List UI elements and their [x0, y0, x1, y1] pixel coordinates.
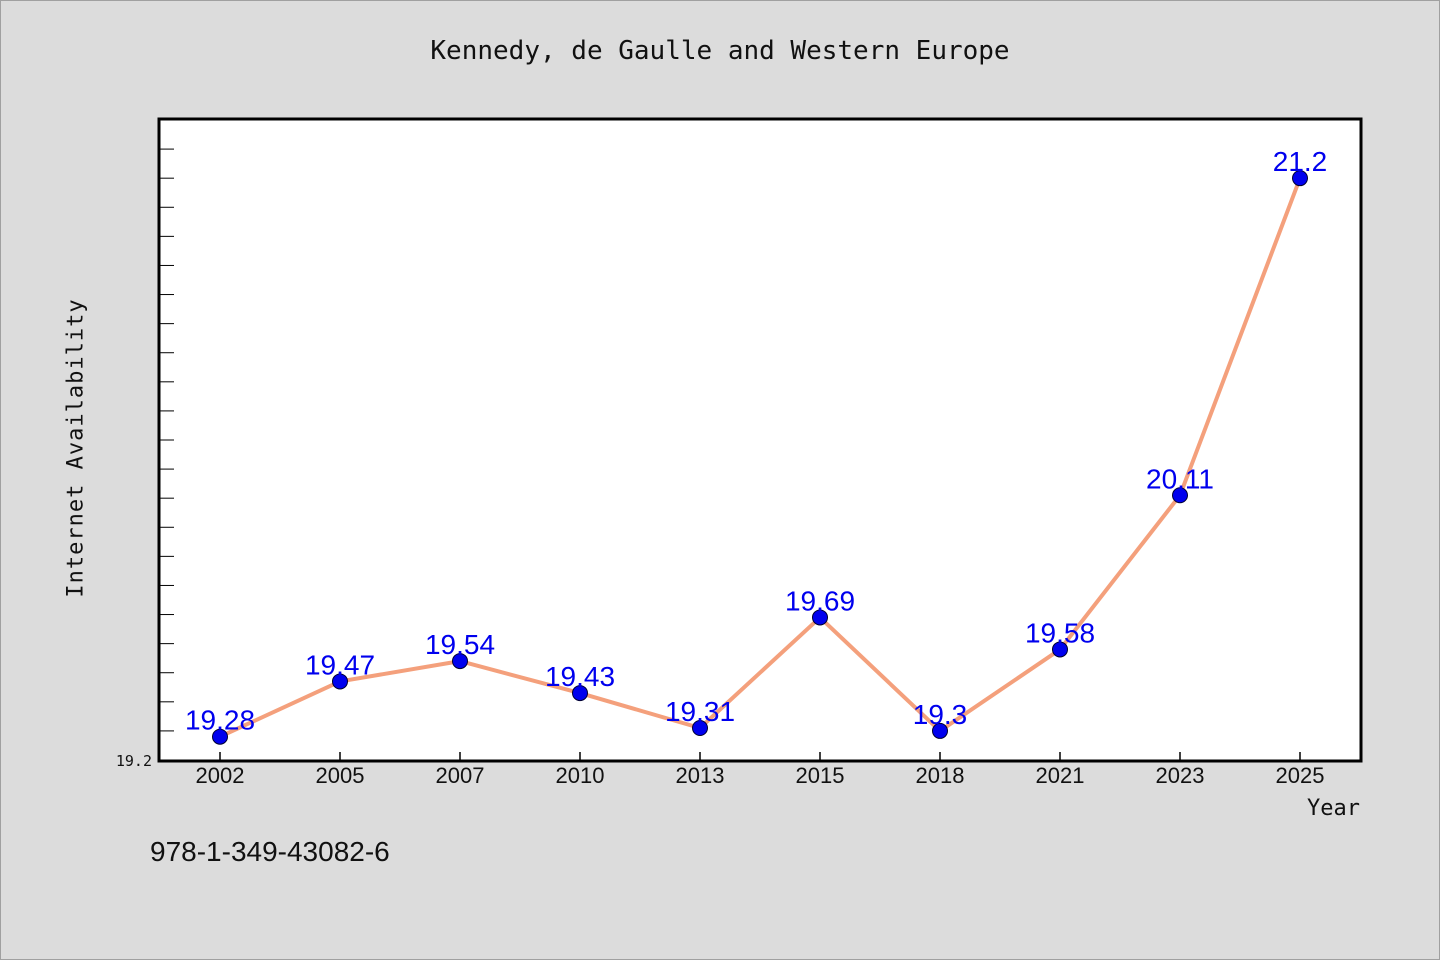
data-point [1292, 170, 1308, 187]
y-axis-ticks: 19.2 [116, 148, 174, 770]
chart-title: Kennedy, de Gaulle and Western Europe [430, 36, 1010, 66]
isbn-footnote: 978-1-349-43082-6 [150, 836, 390, 867]
data-label: 19.54 [425, 629, 495, 660]
data-label: 19.3 [913, 699, 968, 730]
data-label: 19.58 [1025, 617, 1095, 648]
x-tick-label: 2005 [316, 763, 365, 788]
x-axis-label: Year [1307, 796, 1360, 821]
series-group: 19.28 19.47 19.54 19.43 19.31 19.69 19.3 19.58 2… [185, 146, 1328, 745]
x-tick-label: 2002 [196, 763, 245, 788]
x-tick-label: 2023 [1156, 763, 1205, 788]
x-axis-ticks: 2002 2005 2007 2010 2013 2015 2018 2021 2023 2025 [196, 752, 1325, 788]
x-tick-label: 2015 [796, 763, 845, 788]
data-point [332, 673, 348, 690]
data-point [932, 722, 948, 739]
data-point [1172, 487, 1188, 504]
data-point [452, 653, 468, 670]
data-label: 21.2 [1273, 146, 1328, 177]
x-tick-label: 2007 [436, 763, 485, 788]
x-tick-label: 2013 [676, 763, 725, 788]
plot-area [157, 117, 1363, 763]
x-tick-label: 2018 [916, 763, 965, 788]
data-point [1052, 641, 1068, 658]
data-label: 19.47 [305, 649, 375, 680]
data-point [212, 728, 228, 745]
data-label: 19.28 [185, 705, 255, 736]
data-point [812, 609, 828, 626]
data-label: 19.69 [785, 585, 855, 616]
y-tick-label: 19.2 [116, 752, 152, 770]
data-label: 19.31 [665, 696, 735, 727]
x-tick-label: 2010 [556, 763, 605, 788]
data-point [692, 720, 708, 736]
x-tick-label: 2025 [1276, 763, 1325, 788]
data-label: 20.11 [1146, 463, 1214, 494]
x-tick-label: 2021 [1036, 763, 1085, 788]
data-point [572, 685, 588, 702]
data-label: 19.43 [545, 661, 615, 692]
series-line [218, 176, 1302, 739]
